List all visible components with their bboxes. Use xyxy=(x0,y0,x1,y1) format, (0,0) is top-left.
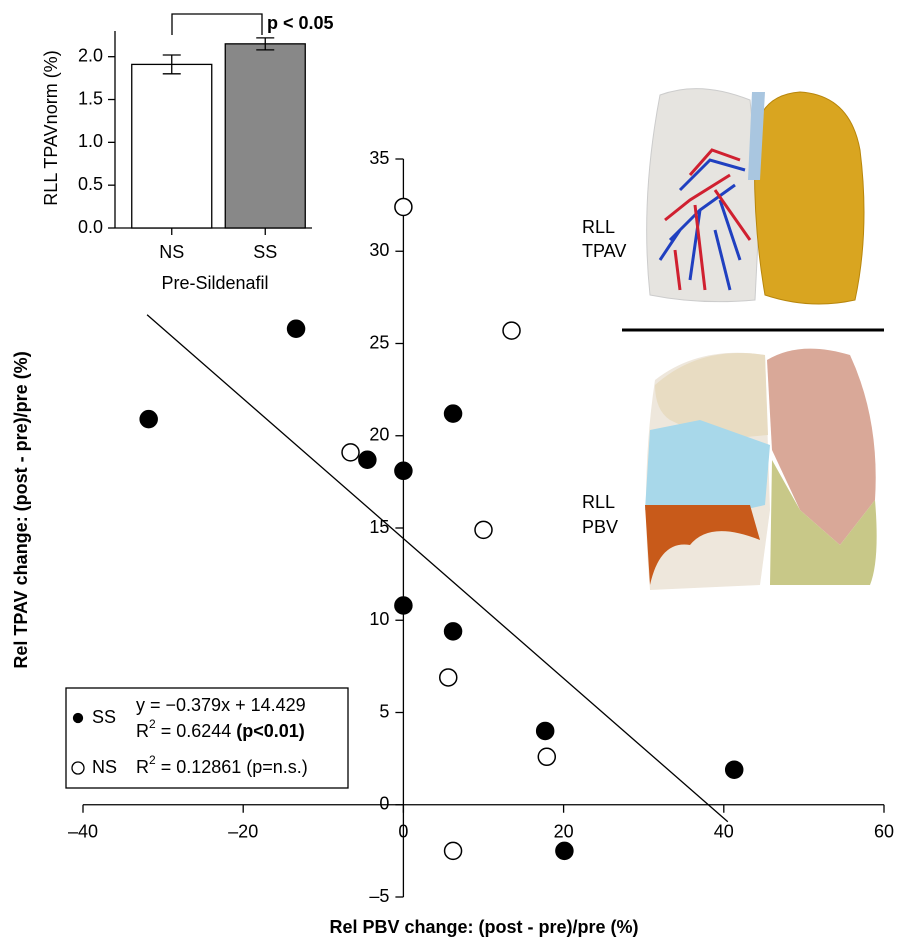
image-label: PBV xyxy=(582,517,618,537)
point xyxy=(535,721,555,741)
legend-r2: R2 = 0.12861 (p=n.s.) xyxy=(136,753,308,777)
r: R xyxy=(136,721,149,741)
x-tick-label: 0 xyxy=(398,822,408,842)
point xyxy=(394,197,413,217)
point xyxy=(502,321,521,340)
y-tick-label: 0.5 xyxy=(78,174,103,194)
r: R xyxy=(136,757,149,777)
y-tick-label: 0 xyxy=(379,794,389,814)
point xyxy=(394,596,413,615)
inset-y-title: RLL TPAVnorm (%) xyxy=(41,50,61,205)
y-tick-label: 5 xyxy=(379,701,389,721)
point xyxy=(358,450,377,469)
p-value: (p<0.01) xyxy=(236,721,305,741)
y-tick-label: 20 xyxy=(369,425,389,445)
y-tick-label: 15 xyxy=(369,517,389,537)
y-axis-title: Rel TPAV change: (post - pre)/pre (%) xyxy=(11,351,31,668)
y-tick-label: 30 xyxy=(369,240,389,260)
significance-label: p < 0.05 xyxy=(267,13,334,33)
point xyxy=(394,461,413,481)
x-tick-label: NS xyxy=(159,242,184,262)
point xyxy=(439,668,458,687)
r2: = 0.12861 (p=n.s.) xyxy=(156,757,308,777)
point xyxy=(341,443,360,462)
x-tick-label: 60 xyxy=(874,822,894,842)
point xyxy=(474,520,493,540)
legend-label: SS xyxy=(92,707,116,727)
legend-label: NS xyxy=(92,757,117,777)
y-tick-label: 1.5 xyxy=(78,88,103,108)
legend-marker xyxy=(71,761,85,775)
point xyxy=(139,409,158,429)
lung-tpav-image xyxy=(646,88,865,305)
legend-marker xyxy=(72,712,84,724)
image-label: RLL xyxy=(582,217,615,237)
point xyxy=(724,760,744,779)
y-tick-label: 1.0 xyxy=(78,131,103,151)
point xyxy=(555,841,574,861)
x-tick-label: –40 xyxy=(68,822,98,842)
r2: = 0.6244 xyxy=(156,721,237,741)
y-tick-label: 35 xyxy=(369,148,389,168)
bar xyxy=(224,43,306,229)
x-tick-label: –20 xyxy=(228,822,258,842)
y-tick-label: –5 xyxy=(369,886,389,906)
fit-line xyxy=(146,314,729,823)
x-tick-label: 40 xyxy=(714,822,734,842)
legend-box xyxy=(65,687,349,789)
lung-pbv-image xyxy=(645,348,877,590)
sup: 2 xyxy=(149,753,156,767)
point xyxy=(286,319,306,338)
x-tick-label: SS xyxy=(253,242,277,262)
y-tick-label: 10 xyxy=(369,609,389,629)
error-bar xyxy=(162,54,181,75)
y-tick-label: 25 xyxy=(369,332,389,352)
legend-r2: R2 = 0.6244 (p<0.01) xyxy=(136,717,305,741)
x-tick-label: 20 xyxy=(554,822,574,842)
significance-bracket xyxy=(171,13,263,35)
y-tick-label: 2.0 xyxy=(78,45,103,65)
sup: 2 xyxy=(149,717,156,731)
point xyxy=(443,404,463,423)
point xyxy=(443,622,463,641)
point xyxy=(443,841,463,861)
bar xyxy=(131,63,213,229)
image-label: RLL xyxy=(582,492,615,512)
image-label: TPAV xyxy=(582,241,626,261)
inset-x-title: Pre-Sildenafil xyxy=(161,273,268,293)
x-axis-title: Rel PBV change: (post - pre)/pre (%) xyxy=(329,917,638,937)
legend-equation: y = −0.379x + 14.429 xyxy=(136,695,306,715)
error-bar xyxy=(256,37,275,51)
point xyxy=(537,747,557,767)
y-tick-label: 0.0 xyxy=(78,217,103,237)
